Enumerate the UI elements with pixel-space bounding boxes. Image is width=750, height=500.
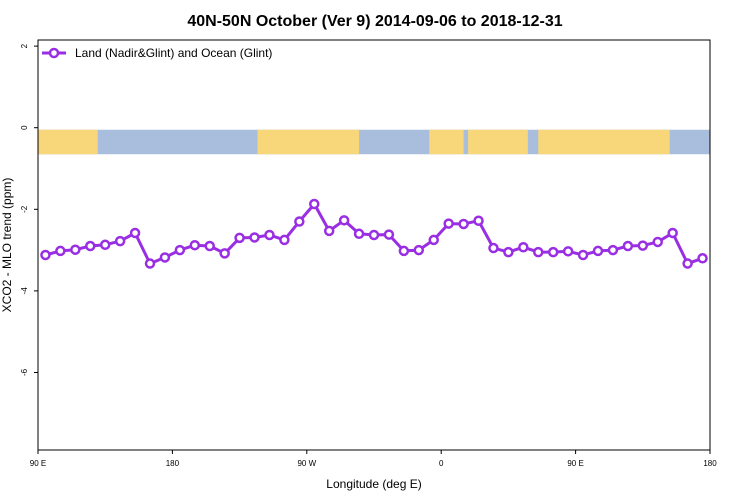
chart-title: 40N-50N October (Ver 9) 2014-09-06 to 20… (187, 13, 562, 30)
data-point (637, 240, 649, 251)
series-point-group (40, 198, 708, 269)
map-land-band (429, 129, 464, 155)
data-point (652, 236, 663, 248)
x-axis-ticks: 90 E 180 90 W 0 90 E 180 (30, 450, 717, 468)
y-tick-label: 2 (20, 43, 29, 48)
data-point (99, 239, 111, 251)
data-point (398, 245, 410, 257)
map-land-band (468, 129, 528, 155)
x-axis-label: Longitude (deg E) (326, 477, 421, 491)
data-point (577, 249, 589, 261)
y-axis-label: XCO2 - MLO trend (ppm) (0, 178, 14, 313)
data-point (547, 246, 559, 258)
y-tick-label: 0 (20, 125, 29, 130)
data-point (368, 229, 380, 241)
data-point (518, 241, 529, 253)
data-point (55, 245, 66, 257)
data-point (174, 244, 186, 256)
data-point (562, 246, 574, 257)
x-tick-label: 90 E (567, 459, 583, 468)
legend: Land (Nadir&Glint) and Ocean (Glint) (42, 46, 272, 60)
data-point (503, 246, 514, 258)
data-point (85, 240, 96, 252)
x-tick-label: 0 (439, 459, 444, 468)
data-point (607, 244, 619, 256)
data-point (413, 244, 425, 256)
map-land-band (538, 129, 670, 155)
x-tick-label: 90 W (297, 459, 316, 468)
data-point (488, 242, 499, 254)
data-point (249, 232, 260, 243)
data-point (443, 218, 454, 229)
data-point (533, 246, 544, 258)
data-point (383, 229, 395, 240)
data-point (473, 215, 484, 226)
data-point (129, 227, 141, 239)
data-point (338, 215, 350, 226)
y-tick-label: -6 (20, 368, 29, 376)
data-point (114, 235, 126, 247)
data-point (592, 245, 604, 257)
data-point (697, 253, 708, 264)
data-point (622, 240, 634, 252)
data-point (264, 229, 275, 241)
map-land-band (257, 129, 360, 155)
data-point (323, 225, 335, 237)
data-point (294, 216, 305, 227)
data-point (40, 249, 51, 261)
legend-label: Land (Nadir&Glint) and Ocean (Glint) (75, 46, 272, 60)
data-point (667, 227, 678, 239)
data-point (219, 248, 230, 259)
plot-frame (37, 39, 711, 451)
world-map-strip (38, 129, 710, 155)
data-point (159, 252, 171, 263)
x-tick-label: 180 (166, 459, 180, 468)
x-tick-label: 180 (703, 459, 717, 468)
data-point (682, 258, 693, 269)
data-point (204, 240, 215, 252)
data-point (279, 234, 290, 246)
y-axis-ticks: 2 0 -2 -4 -6 (20, 43, 38, 376)
data-point (189, 239, 201, 251)
data-point (234, 232, 245, 244)
data-point (70, 244, 81, 255)
data-point (309, 198, 320, 210)
x-tick-label: 90 E (30, 459, 46, 468)
map-land-band (38, 129, 98, 155)
y-tick-label: -2 (20, 205, 29, 213)
data-point (144, 258, 156, 269)
legend-marker-swatch (48, 47, 60, 59)
data-point (353, 228, 365, 240)
y-tick-label: -4 (20, 287, 29, 295)
data-point (428, 234, 439, 246)
data-point (458, 218, 469, 230)
